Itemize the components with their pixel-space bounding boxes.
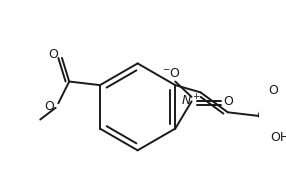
Text: O: O xyxy=(44,100,54,113)
Text: O: O xyxy=(223,95,233,108)
Text: $N^+$: $N^+$ xyxy=(181,94,202,109)
Text: $^{-}$O: $^{-}$O xyxy=(162,67,181,80)
Text: O: O xyxy=(48,48,58,61)
Text: OH: OH xyxy=(271,131,286,144)
Text: O: O xyxy=(268,84,278,97)
